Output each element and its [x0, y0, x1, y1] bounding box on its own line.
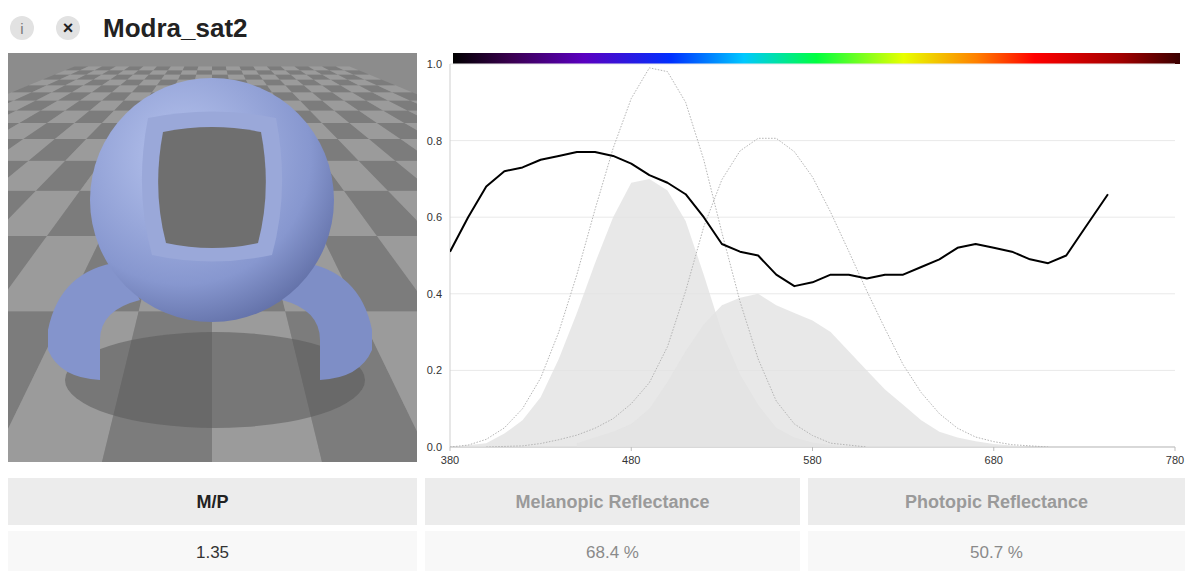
table-header-cell	[808, 478, 1185, 525]
floor-tile	[181, 70, 198, 74]
floor-tile	[377, 85, 412, 92]
y-axis	[450, 64, 451, 447]
floor-tile	[149, 70, 168, 74]
x-tick-label: 680	[985, 454, 1003, 466]
sphere	[90, 78, 334, 322]
y-tick-label: 0.0	[427, 441, 442, 453]
floor-tile	[336, 67, 359, 71]
x-tick-label: 780	[1166, 454, 1184, 466]
y-tick-label: 0.6	[427, 211, 442, 223]
line	[486, 138, 1048, 447]
title: Modra_sat2	[103, 13, 248, 43]
floor-tile	[410, 100, 417, 110]
floor-tile	[364, 80, 395, 86]
table-header-cell	[8, 478, 417, 525]
grid-line	[450, 293, 1175, 294]
floor-tile	[240, 67, 257, 71]
x-tick	[1175, 447, 1176, 451]
x-tick-label: 480	[622, 454, 640, 466]
floor-tile	[165, 70, 183, 74]
table-cell-bg	[425, 531, 800, 571]
plot-area	[450, 68, 1108, 447]
floor-tile	[388, 100, 417, 110]
grid-line	[450, 64, 1175, 65]
table-cell: 68.4 %	[586, 543, 639, 562]
spectrum-bar	[453, 53, 1180, 64]
table-cell: 50.7 %	[970, 543, 1023, 562]
line	[450, 68, 867, 447]
floor-tile	[196, 70, 212, 74]
line	[450, 152, 1108, 286]
icon-button[interactable]	[10, 16, 34, 40]
x-tick	[450, 447, 451, 451]
hole	[158, 127, 266, 248]
floor-tile	[241, 70, 259, 74]
x-tick	[993, 447, 994, 451]
floor-tile	[408, 110, 417, 123]
floor-tile	[197, 67, 212, 71]
floor-tile	[401, 139, 417, 161]
floor-tile	[178, 75, 196, 80]
floor-tile	[227, 70, 244, 74]
grid-line	[450, 140, 1175, 141]
x-tick-label: 380	[441, 454, 459, 466]
floor-tile	[226, 67, 242, 71]
floor-tile	[212, 67, 227, 71]
table-header: M/P	[196, 492, 228, 512]
floor-tile	[405, 123, 418, 139]
floor-tile	[388, 191, 417, 236]
y-tick-label: 0.2	[427, 364, 442, 376]
icon-button[interactable]	[56, 16, 80, 40]
floor-tile	[344, 70, 369, 74]
page: i × Modra_sat2 0.0 0.2 0.4 0.6 0.8 1.0 380 480 580 6…	[0, 0, 1192, 574]
render-preview	[8, 53, 417, 462]
floor-tile	[183, 67, 199, 71]
table-cell-bg	[8, 531, 417, 571]
icon-label[interactable]: i	[20, 20, 23, 37]
icon-label[interactable]: ×	[63, 18, 74, 38]
floor-tile	[168, 67, 185, 71]
floor-tile	[395, 161, 417, 191]
floor-tile	[228, 75, 246, 80]
floor-tile	[212, 70, 228, 74]
grid-line	[450, 217, 1175, 218]
table-cell-bg	[808, 531, 1185, 571]
y-tick-label: 0.4	[427, 288, 442, 300]
floor-tile	[392, 92, 417, 100]
floor-tile	[161, 75, 180, 80]
floor-tile	[377, 236, 417, 311]
table-header: Melanopic Reflectance	[515, 492, 709, 512]
floor-tile	[353, 75, 381, 80]
area	[577, 294, 1030, 447]
x-tick	[812, 447, 813, 451]
y-tick-label: 0.8	[427, 135, 442, 147]
hole-rim	[142, 112, 282, 262]
y-tick-label: 1.0	[427, 58, 442, 70]
table-header-cell	[425, 478, 800, 525]
floor-tile	[153, 67, 171, 71]
x-tick	[631, 447, 632, 451]
x-tick-label: 580	[803, 454, 821, 466]
table-cell: 1.35	[196, 543, 229, 562]
table-header: Photopic Reflectance	[905, 492, 1088, 512]
